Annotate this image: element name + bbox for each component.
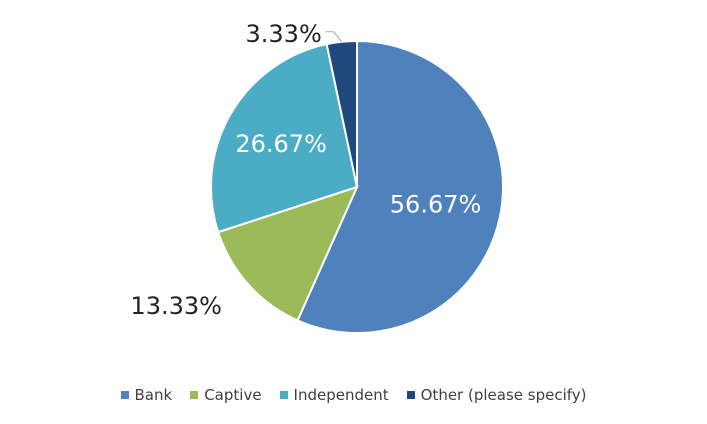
legend-label-captive: Captive bbox=[204, 386, 262, 404]
pie-slice-bank[interactable] bbox=[296, 39, 504, 334]
legend-label-independent: Independent bbox=[293, 386, 389, 404]
data-label-captive: 13.33% bbox=[130, 292, 222, 320]
legend-label-other: Other (please specify) bbox=[420, 386, 587, 404]
legend: Bank Captive Independent Other (please s… bbox=[0, 386, 707, 404]
data-label-bank: 56.67% bbox=[390, 191, 482, 219]
pie-slice-independent[interactable] bbox=[210, 42, 359, 234]
legend-swatch-other bbox=[406, 391, 415, 399]
data-label-independent: 26.67% bbox=[235, 130, 327, 158]
legend-label-bank: Bank bbox=[134, 386, 173, 404]
legend-item-bank[interactable]: Bank bbox=[120, 386, 173, 404]
legend-swatch-bank bbox=[120, 391, 129, 399]
legend-item-captive[interactable]: Captive bbox=[190, 386, 262, 404]
legend-item-independent[interactable]: Independent bbox=[279, 386, 389, 404]
leader-line-other bbox=[325, 31, 343, 43]
pie-slices bbox=[210, 39, 504, 334]
legend-swatch-independent bbox=[279, 391, 288, 399]
pie-data-labels: 56.67% 13.33% 26.67% 3.33% bbox=[130, 20, 481, 320]
pie-slice-other[interactable] bbox=[325, 39, 358, 188]
legend-item-other[interactable]: Other (please specify) bbox=[406, 386, 587, 404]
legend-swatch-captive bbox=[190, 391, 199, 399]
data-label-other: 3.33% bbox=[246, 20, 322, 48]
pie-slice-captive[interactable] bbox=[216, 185, 359, 322]
